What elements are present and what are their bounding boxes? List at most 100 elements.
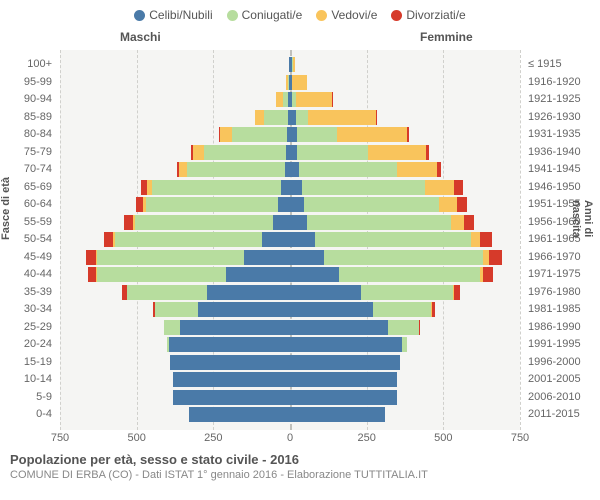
bar-segment bbox=[296, 110, 309, 125]
bar-segment bbox=[457, 197, 466, 212]
bar-segment bbox=[304, 197, 439, 212]
bar-segment bbox=[290, 407, 385, 422]
bar-segment bbox=[170, 355, 290, 370]
bar-segment bbox=[368, 145, 426, 160]
bar-segment bbox=[397, 162, 437, 177]
male-bar bbox=[167, 337, 290, 352]
bar-segment bbox=[226, 267, 290, 282]
bar-segment bbox=[293, 57, 295, 72]
bar-segment bbox=[297, 127, 337, 142]
bar-segment bbox=[454, 285, 461, 300]
bar-segment bbox=[464, 215, 474, 230]
x-tick: 0 bbox=[287, 432, 293, 444]
bar-row bbox=[60, 74, 520, 92]
bar-segment bbox=[127, 285, 207, 300]
bar-segment bbox=[204, 145, 287, 160]
male-bar bbox=[189, 407, 290, 422]
bar-row bbox=[60, 91, 520, 109]
age-tick: 70-74 bbox=[0, 161, 56, 179]
bar-segment bbox=[115, 232, 262, 247]
female-bar bbox=[290, 302, 435, 317]
legend-label: Divorziati/e bbox=[406, 8, 465, 22]
legend-swatch bbox=[134, 10, 145, 21]
bar-segment bbox=[290, 267, 339, 282]
bar-segment bbox=[324, 250, 483, 265]
male-bar bbox=[164, 320, 290, 335]
bar-segment bbox=[290, 197, 304, 212]
bar-row bbox=[60, 301, 520, 319]
bar-segment bbox=[88, 267, 96, 282]
bar-row bbox=[60, 336, 520, 354]
bar-segment bbox=[292, 75, 307, 90]
legend-swatch bbox=[227, 10, 238, 21]
plot-area bbox=[60, 50, 520, 430]
bar-segment bbox=[164, 320, 179, 335]
bar-segment bbox=[373, 302, 431, 317]
bar-segment bbox=[136, 197, 143, 212]
bar-segment bbox=[290, 180, 302, 195]
bar-segment bbox=[169, 337, 290, 352]
birthyear-tick: 1921-1925 bbox=[524, 91, 596, 109]
age-tick: 10-14 bbox=[0, 371, 56, 389]
birthyear-tick: 2006-2010 bbox=[524, 389, 596, 407]
age-tick: 80-84 bbox=[0, 126, 56, 144]
bar-row bbox=[60, 214, 520, 232]
age-tick: 15-19 bbox=[0, 354, 56, 372]
age-tick: 90-94 bbox=[0, 91, 56, 109]
birthyear-tick: 1941-1945 bbox=[524, 161, 596, 179]
bar-segment bbox=[489, 250, 502, 265]
bar-segment bbox=[332, 92, 333, 107]
bar-segment bbox=[97, 250, 244, 265]
female-bar bbox=[290, 180, 463, 195]
legend-item: Divorziati/e bbox=[391, 8, 465, 22]
legend-label: Vedovi/e bbox=[331, 8, 377, 22]
birthyear-tick: 1981-1985 bbox=[524, 301, 596, 319]
bar-segment bbox=[276, 92, 283, 107]
bar-segment bbox=[296, 92, 333, 107]
age-tick: 35-39 bbox=[0, 284, 56, 302]
bar-segment bbox=[432, 302, 436, 317]
female-bar bbox=[290, 372, 397, 387]
bar-segment bbox=[290, 390, 397, 405]
male-label: Maschi bbox=[120, 30, 161, 44]
bar-segment bbox=[425, 180, 454, 195]
bar-segment bbox=[290, 145, 297, 160]
bar-segment bbox=[86, 250, 95, 265]
bar-segment bbox=[281, 180, 290, 195]
bar-segment bbox=[480, 232, 492, 247]
bar-segment bbox=[173, 390, 290, 405]
bar-segment bbox=[308, 110, 375, 125]
x-tick: 750 bbox=[51, 432, 69, 444]
birthyear-axis-title: Anni di nascita bbox=[570, 200, 594, 238]
male-bar bbox=[122, 285, 290, 300]
bars-container bbox=[60, 56, 520, 424]
legend-label: Celibi/Nubili bbox=[149, 8, 212, 22]
bar-row bbox=[60, 406, 520, 424]
legend: Celibi/NubiliConiugati/eVedovi/eDivorzia… bbox=[0, 0, 600, 22]
female-bar bbox=[290, 75, 307, 90]
bar-segment bbox=[290, 250, 324, 265]
bar-segment bbox=[454, 180, 463, 195]
bar-segment bbox=[207, 285, 290, 300]
bar-row bbox=[60, 179, 520, 197]
birthyear-tick: 1916-1920 bbox=[524, 74, 596, 92]
bar-segment bbox=[255, 110, 264, 125]
female-bar bbox=[290, 407, 385, 422]
female-bar bbox=[290, 250, 502, 265]
male-bar bbox=[86, 250, 290, 265]
birthyear-tick: 2011-2015 bbox=[524, 406, 596, 424]
birthyear-axis: ≤ 19151916-19201921-19251926-19301931-19… bbox=[524, 56, 596, 424]
bar-row bbox=[60, 284, 520, 302]
female-bar bbox=[290, 285, 460, 300]
female-bar bbox=[290, 320, 420, 335]
bar-row bbox=[60, 249, 520, 267]
male-bar bbox=[136, 197, 290, 212]
bar-segment bbox=[297, 145, 368, 160]
bar-segment bbox=[407, 127, 409, 142]
bar-segment bbox=[483, 267, 493, 282]
bar-segment bbox=[402, 337, 408, 352]
birthyear-tick: 1966-1970 bbox=[524, 249, 596, 267]
bar-segment bbox=[361, 285, 453, 300]
birthyear-tick: 1946-1950 bbox=[524, 179, 596, 197]
bar-row bbox=[60, 109, 520, 127]
